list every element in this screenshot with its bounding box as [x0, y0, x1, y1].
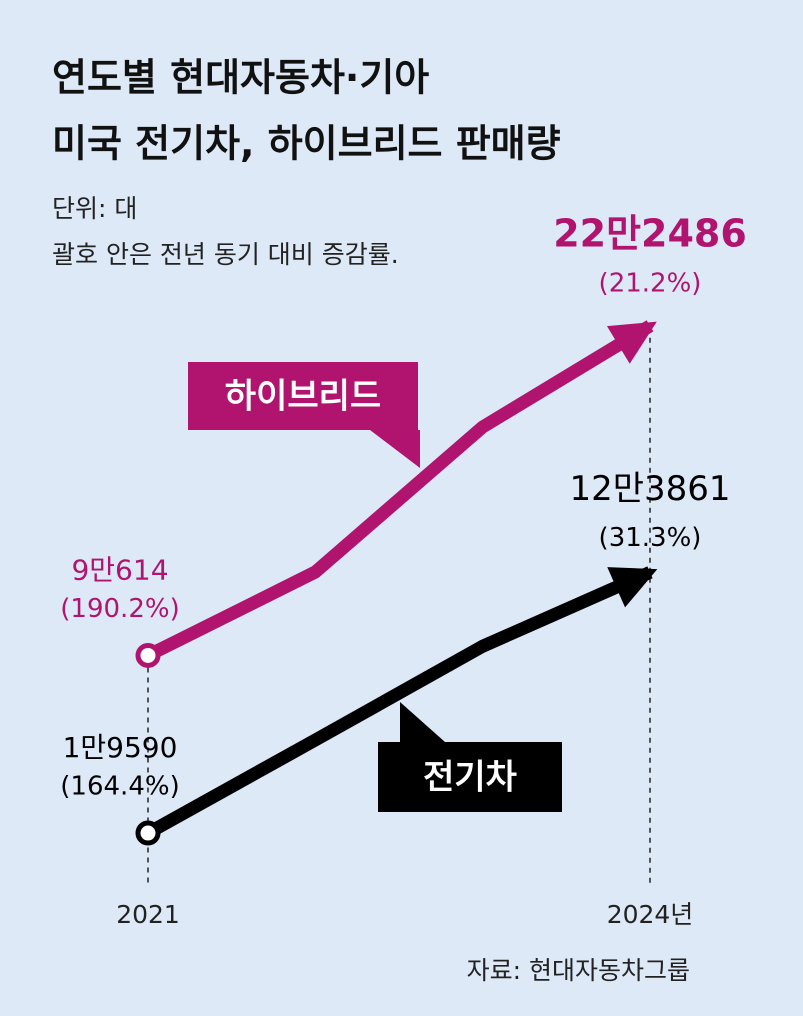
legend-label: 하이브리드 — [225, 377, 381, 417]
legend-box — [188, 362, 418, 430]
change-label: (164.4%) — [60, 772, 179, 802]
chart-title: 연도별 현대자동차·기아 — [52, 56, 429, 100]
legend-pointer — [370, 430, 420, 468]
change-label: (190.2%) — [60, 594, 179, 624]
value-label: 9만614 — [71, 553, 168, 586]
arrowhead — [607, 567, 658, 608]
change-label: (31.3%) — [599, 523, 702, 553]
legend-label: 전기차 — [423, 758, 517, 798]
x-tick-label: 2021 — [116, 900, 180, 929]
note: 괄호 안은 전년 동기 대비 증감률. — [52, 240, 399, 269]
start-marker — [135, 820, 161, 846]
value-label: 12만3861 — [569, 469, 730, 509]
chart-title: 미국 전기차, 하이브리드 판매량 — [52, 122, 561, 166]
source: 자료: 현대자동차그룹 — [467, 956, 690, 985]
arrowhead — [606, 321, 657, 364]
start-marker — [135, 642, 161, 668]
value-label: 1만9590 — [63, 731, 178, 764]
value-label: 22만2486 — [553, 211, 747, 255]
series-line — [144, 566, 653, 839]
x-tick-label: 2024년 — [607, 900, 694, 929]
series-line — [145, 320, 654, 662]
change-label: (21.2%) — [599, 268, 702, 298]
legend-box — [378, 742, 562, 812]
note: 단위: 대 — [52, 194, 137, 223]
legend-pointer — [400, 702, 445, 742]
